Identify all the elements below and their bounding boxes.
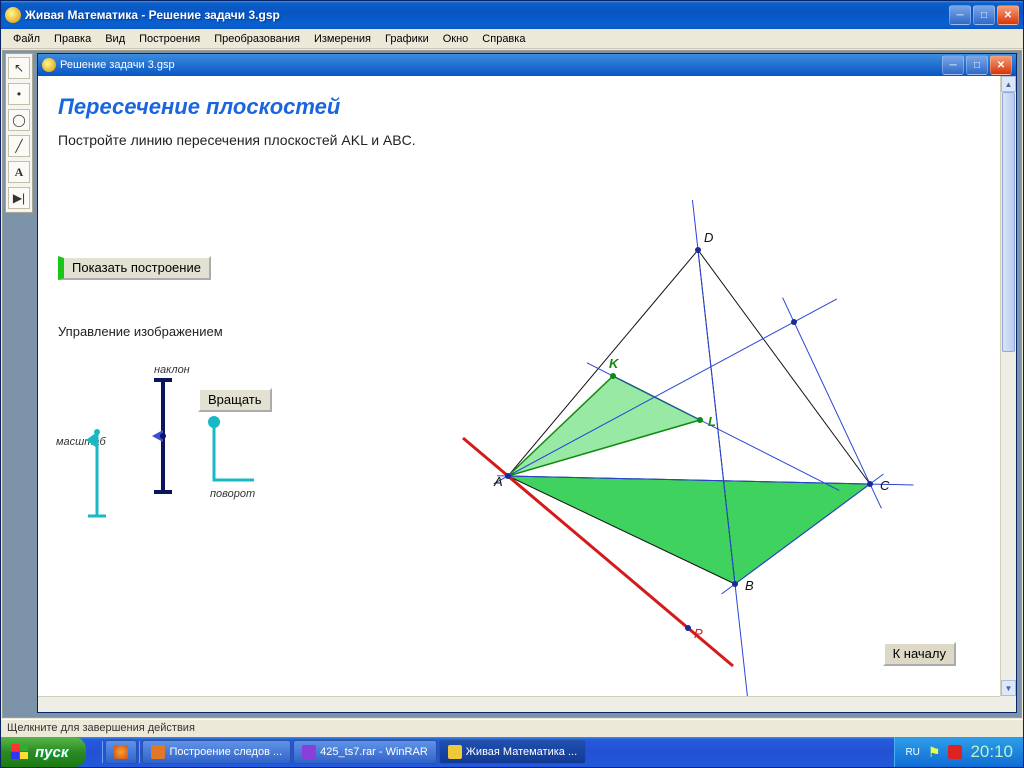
mdi-area: ↖ • ◯ ╱ A ▶| Решение задачи 3.gsp ─ □ ✕ … [2, 50, 1022, 718]
back-button[interactable]: К началу [883, 642, 956, 666]
vertical-scrollbar[interactable]: ▲ ▼ [1000, 76, 1016, 696]
menu-graph[interactable]: Графики [379, 31, 435, 47]
maximize-button[interactable]: □ [973, 5, 995, 25]
geometry-figure: A B C D K L P [38, 76, 998, 712]
tool-palette: ↖ • ◯ ╱ A ▶| [5, 53, 33, 213]
tray-icon-1[interactable]: ⚑ [928, 744, 941, 761]
task-item-2[interactable]: 425_ts7.rar - WinRAR [293, 740, 437, 764]
tool-point[interactable]: • [8, 83, 30, 105]
document-icon [42, 58, 56, 72]
task-icon [302, 745, 316, 759]
canvas[interactable]: Пересечение плоскостей Постройте линию п… [38, 76, 1016, 712]
svg-text:L: L [708, 414, 716, 429]
svg-text:D: D [704, 230, 713, 245]
doc-close-button[interactable]: ✕ [990, 55, 1012, 75]
tray-icon-2[interactable] [948, 745, 962, 759]
svg-text:C: C [880, 478, 890, 493]
doc-maximize-button[interactable]: □ [966, 55, 988, 75]
scroll-corner [1000, 696, 1016, 712]
menu-construct[interactable]: Построения [133, 31, 206, 47]
tool-circle[interactable]: ◯ [8, 109, 30, 131]
svg-text:A: A [493, 474, 503, 489]
tool-arrow[interactable]: ↖ [8, 57, 30, 79]
close-button[interactable]: ✕ [997, 5, 1019, 25]
taskbar: пуск Построение следов ... 425_ts7.rar -… [1, 737, 1023, 767]
menu-edit[interactable]: Правка [48, 31, 97, 47]
task-item-3[interactable]: Живая Математика ... [439, 740, 586, 764]
quicklaunch-firefox[interactable] [105, 740, 137, 764]
document-window: Решение задачи 3.gsp ─ □ ✕ Пересечение п… [37, 53, 1017, 713]
menubar: Файл Правка Вид Построения Преобразовани… [1, 29, 1023, 49]
horizontal-scrollbar[interactable] [38, 696, 1000, 712]
task-items: Построение следов ... 425_ts7.rar - WinR… [86, 737, 894, 767]
system-tray[interactable]: RU ⚑ 20:10 [894, 737, 1023, 767]
menu-measure[interactable]: Измерения [308, 31, 377, 47]
windows-flag-icon [11, 744, 29, 760]
svg-text:K: K [609, 356, 620, 371]
clock[interactable]: 20:10 [970, 746, 1013, 758]
lang-indicator[interactable]: RU [905, 747, 919, 758]
app-window: Живая Математика - Решение задачи 3.gsp … [0, 0, 1024, 768]
app-icon [5, 7, 21, 23]
tool-text[interactable]: A [8, 161, 30, 183]
task-icon [448, 745, 462, 759]
minimize-button[interactable]: ─ [949, 5, 971, 25]
svg-text:B: B [745, 578, 754, 593]
document-titlebar[interactable]: Решение задачи 3.gsp ─ □ ✕ [38, 54, 1016, 76]
titlebar[interactable]: Живая Математика - Решение задачи 3.gsp … [1, 1, 1023, 29]
document-title: Решение задачи 3.gsp [60, 59, 942, 71]
menu-file[interactable]: Файл [7, 31, 46, 47]
menu-help[interactable]: Справка [476, 31, 531, 47]
task-icon [151, 745, 165, 759]
start-label: пуск [35, 744, 68, 761]
tool-custom[interactable]: ▶| [8, 187, 30, 209]
menu-transform[interactable]: Преобразования [208, 31, 306, 47]
tool-line[interactable]: ╱ [8, 135, 30, 157]
start-button[interactable]: пуск [1, 737, 86, 767]
menu-window[interactable]: Окно [437, 31, 475, 47]
svg-text:P: P [694, 626, 703, 641]
firefox-icon [114, 745, 128, 759]
task-item-1[interactable]: Построение следов ... [142, 740, 291, 764]
menu-view[interactable]: Вид [99, 31, 131, 47]
statusbar: Щелкните для завершения действия [1, 719, 1023, 737]
window-title: Живая Математика - Решение задачи 3.gsp [25, 8, 949, 22]
doc-minimize-button[interactable]: ─ [942, 55, 964, 75]
